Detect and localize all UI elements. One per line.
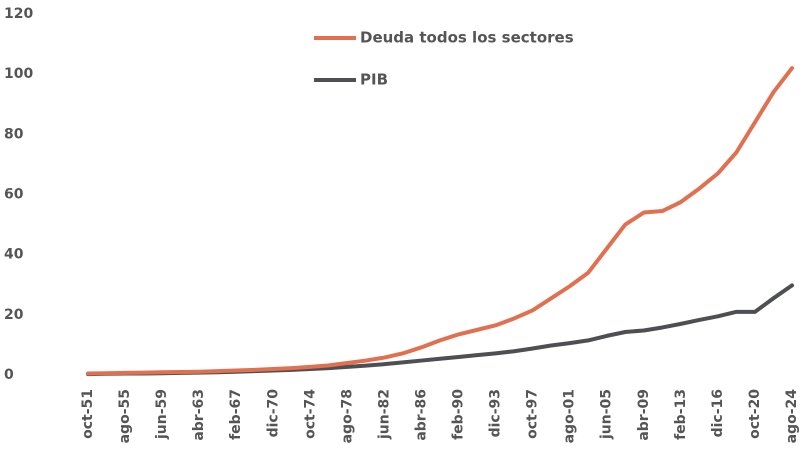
y-tick-label: 40 (4, 247, 24, 263)
line (86, 283, 794, 377)
y-tick-label: 60 (4, 187, 24, 203)
y-tick-label: 100 (4, 66, 33, 82)
x-tick-label: abr-63 (191, 389, 207, 441)
x-tick-label: oct-51 (80, 389, 96, 439)
line (86, 66, 794, 376)
x-tick-label: dic-16 (710, 389, 726, 437)
x-tick-label: feb-90 (451, 389, 467, 440)
x-tick-label: feb-13 (673, 389, 689, 440)
x-tick-label: dic-93 (488, 389, 504, 437)
x-tick-label: abr-86 (413, 389, 429, 441)
x-tick-label: jun-82 (376, 389, 392, 440)
x-tick-label: oct-97 (525, 389, 541, 439)
x-tick-label: jun-59 (154, 389, 170, 440)
x-tick-label: oct-20 (747, 389, 763, 439)
y-tick-label: 80 (4, 126, 24, 142)
x-tick-label: jun-05 (599, 389, 615, 440)
x-tick-label: ago-55 (117, 389, 133, 443)
x-tick-label: ago-01 (562, 389, 578, 443)
x-tick-label: ago-24 (784, 389, 800, 444)
y-tick-label: 20 (4, 307, 24, 323)
x-tick-label: dic-70 (265, 389, 281, 438)
x-tick-label: abr-09 (636, 389, 652, 441)
legend-label: PIB (360, 71, 388, 89)
x-tick-label: feb-67 (228, 389, 244, 440)
x-tick-label: ago-78 (339, 389, 355, 443)
y-tick-label: 120 (4, 6, 33, 22)
legend-label: Deuda todos los sectores (360, 29, 574, 47)
x-tick-label: oct-74 (302, 389, 318, 439)
y-tick-label: 0 (4, 367, 14, 383)
